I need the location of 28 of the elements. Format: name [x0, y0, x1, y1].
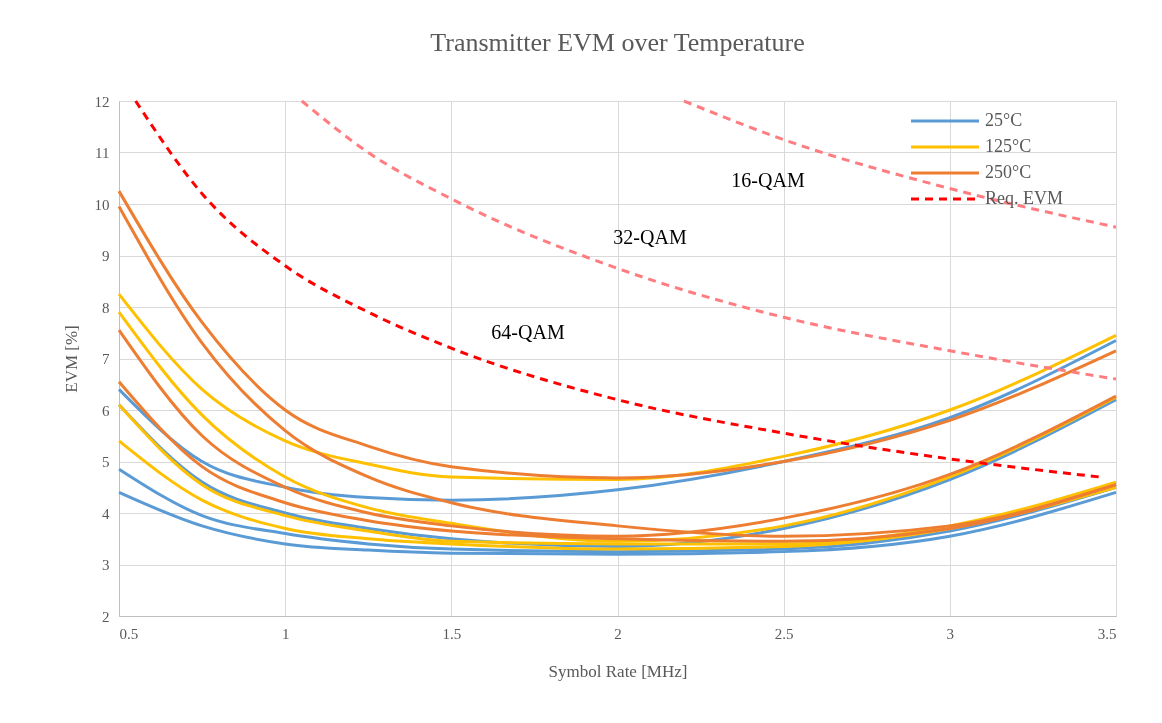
legend-label: Req. EVM: [985, 188, 1063, 208]
x-tick-label: 3: [946, 625, 955, 642]
chart-title: Transmitter EVM over Temperature: [430, 28, 805, 57]
legend-label: 250°C: [985, 162, 1032, 182]
y-tick-label: 12: [94, 93, 110, 110]
x-axis-title: Symbol Rate [MHz]: [548, 661, 688, 681]
y-tick-label: 9: [102, 248, 110, 264]
y-tick-label: 5: [102, 454, 110, 470]
y-axis-title: EVM [%]: [61, 325, 81, 393]
y-tick-label: 6: [102, 402, 110, 419]
x-tick-label: 3.5: [1097, 625, 1117, 642]
y-tick-label: 2: [102, 608, 110, 625]
legend-label: 125°C: [985, 136, 1032, 156]
y-tick-label: 8: [102, 299, 110, 316]
y-tick-label: 10: [94, 196, 110, 213]
annotation: 16-QAM: [731, 169, 805, 191]
annotation: 64-QAM: [491, 321, 565, 343]
x-tick-label: 2.5: [774, 625, 794, 642]
y-tick-label: 11: [95, 145, 110, 161]
x-tick-label: 1.5: [442, 625, 462, 642]
x-tick-label: 2: [614, 625, 622, 642]
x-tick-label: 0.5: [119, 625, 139, 642]
legend-label: 25°C: [985, 110, 1023, 130]
y-tick-label: 7: [102, 351, 110, 367]
y-tick-label: 4: [102, 505, 110, 522]
y-tick-label: 3: [102, 557, 110, 573]
annotation: 32-QAM: [613, 226, 687, 248]
x-tick-label: 1: [281, 625, 290, 642]
